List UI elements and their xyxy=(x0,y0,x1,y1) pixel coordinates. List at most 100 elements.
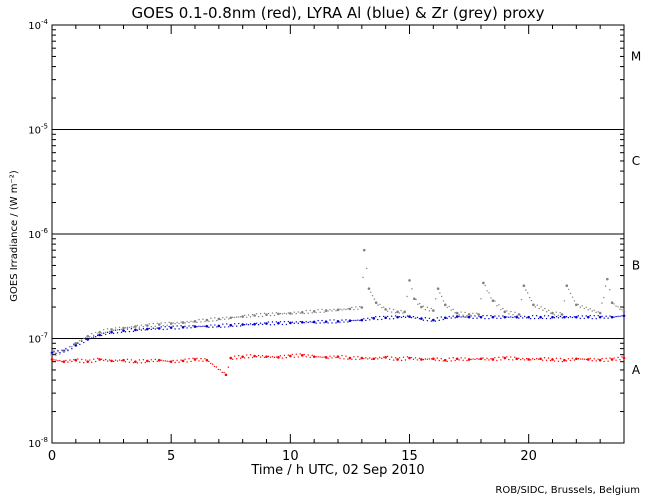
trace-dot xyxy=(585,358,587,361)
trace-dot xyxy=(293,356,296,358)
flare-class-label: M xyxy=(631,49,641,63)
trace-dot xyxy=(243,324,246,326)
trace-dot xyxy=(323,356,325,358)
trace-dot xyxy=(417,303,419,305)
trace-dot xyxy=(144,361,147,364)
trace-dot xyxy=(589,308,591,310)
trace-dot xyxy=(591,317,593,320)
data-point xyxy=(367,287,371,290)
trace-dot xyxy=(585,306,587,309)
trace-dot xyxy=(321,319,323,322)
trace-dot xyxy=(569,316,572,318)
trace-dot xyxy=(486,290,488,292)
trace-dot xyxy=(128,326,131,329)
data-point xyxy=(336,308,340,312)
trace-dot xyxy=(204,325,206,327)
data-point xyxy=(122,358,125,362)
trace-dot xyxy=(91,337,93,339)
trace-dot xyxy=(514,316,516,318)
trace-dot xyxy=(510,356,512,358)
data-point xyxy=(622,310,626,314)
trace-dot xyxy=(166,328,168,330)
trace-dot xyxy=(55,352,57,355)
trace-dot xyxy=(379,315,381,318)
trace-dot xyxy=(77,358,79,360)
trace-dot xyxy=(130,328,133,330)
trace-dot xyxy=(543,357,546,359)
trace-dot xyxy=(106,331,109,334)
trace-dot xyxy=(93,336,95,338)
trace-dot xyxy=(601,357,603,360)
trace-dot xyxy=(367,358,369,360)
trace-dot xyxy=(470,358,472,361)
trace-dot xyxy=(172,325,174,327)
trace-dot xyxy=(317,319,319,322)
trace-dot xyxy=(571,357,574,359)
trace-dot xyxy=(295,312,297,315)
trace-dot xyxy=(287,354,290,356)
data-point xyxy=(443,358,447,362)
trace-dot xyxy=(329,308,331,311)
data-point xyxy=(181,325,185,329)
trace-dot xyxy=(91,333,93,335)
trace-dot xyxy=(307,354,309,356)
trace-dot xyxy=(144,329,147,331)
trace-dot xyxy=(237,316,240,318)
trace-dot xyxy=(196,357,198,360)
trace-dot xyxy=(174,323,176,325)
trace-dot xyxy=(591,360,593,362)
x-tick-label: 0 xyxy=(48,449,56,464)
trace-dot xyxy=(561,360,564,363)
trace-dot xyxy=(166,324,168,326)
trace-dot xyxy=(192,321,194,323)
trace-dot xyxy=(236,325,238,327)
trace-dot xyxy=(275,312,278,314)
trace-dot xyxy=(436,317,439,319)
trace-dot xyxy=(523,359,526,361)
trace-dot xyxy=(613,316,615,318)
trace-dot xyxy=(458,359,460,361)
data-point xyxy=(503,310,507,314)
trace-dot xyxy=(379,303,381,306)
trace-dot xyxy=(508,313,510,315)
data-point xyxy=(74,341,78,345)
data-point xyxy=(396,310,399,314)
trace-dot xyxy=(520,315,522,318)
flare-class-lines xyxy=(52,129,624,339)
trace-dot xyxy=(480,298,482,300)
trace-dot xyxy=(357,356,359,358)
data-point xyxy=(384,356,387,359)
trace-dot xyxy=(295,321,297,323)
trace-dot xyxy=(219,369,221,371)
data-point xyxy=(598,358,602,362)
trace-dot xyxy=(581,358,583,360)
trace-dot xyxy=(192,357,194,359)
trace-dot xyxy=(259,356,262,358)
trace-dot xyxy=(53,352,55,354)
trace-dot xyxy=(494,315,496,317)
trace-dot xyxy=(85,336,87,339)
trace-dot xyxy=(615,315,617,318)
trace-dot xyxy=(553,360,556,362)
trace-dot xyxy=(388,318,391,320)
data-point xyxy=(300,354,304,357)
trace-dot xyxy=(232,325,234,327)
trace-dot xyxy=(198,318,200,321)
trace-dot xyxy=(424,317,427,319)
trace-dot xyxy=(148,323,151,325)
trace-dot xyxy=(418,357,421,359)
trace-dot xyxy=(184,322,186,324)
trace-dot xyxy=(249,316,252,318)
trace-dot xyxy=(386,355,389,358)
trace-dot xyxy=(94,360,97,363)
trace-dot xyxy=(343,358,345,360)
data-point xyxy=(622,314,626,318)
trace-dot xyxy=(237,322,240,325)
trace-dot xyxy=(605,357,607,360)
trace-dot xyxy=(388,308,391,310)
trace-dot xyxy=(168,325,170,328)
trace-dot xyxy=(94,336,97,338)
data-point xyxy=(610,301,614,305)
trace-dot xyxy=(164,322,166,324)
